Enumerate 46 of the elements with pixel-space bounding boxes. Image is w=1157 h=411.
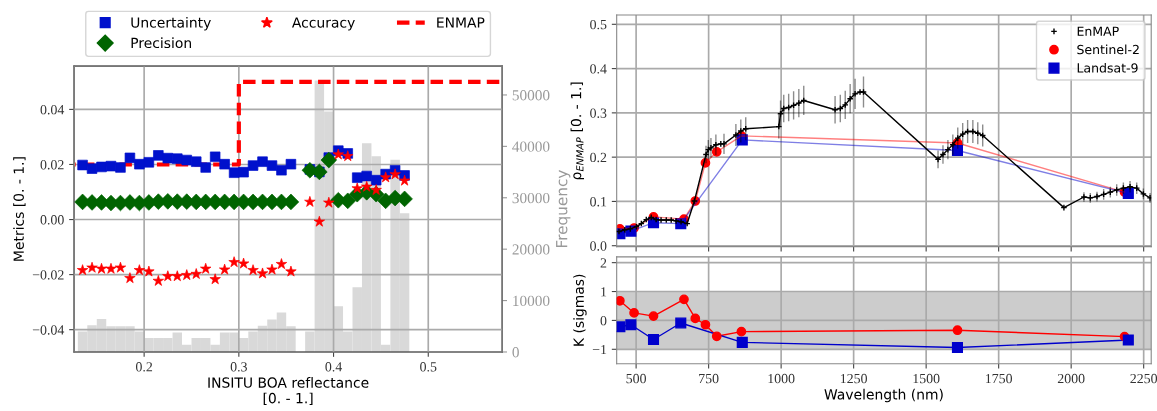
x-tick-label: 2000 bbox=[1057, 373, 1085, 384]
x-tick-label: 2250 bbox=[1130, 373, 1157, 384]
legend-label: ENMAP bbox=[437, 17, 485, 28]
y-tick-label: −0.04 bbox=[32, 325, 65, 335]
y-tick-label: 0.00 bbox=[40, 215, 64, 225]
x-tick-label: 1250 bbox=[840, 373, 867, 384]
y2-tick-label: 30000 bbox=[512, 192, 550, 204]
y-axis-title: K (sigmas) bbox=[573, 274, 587, 346]
x-tick-label: 1000 bbox=[768, 373, 795, 384]
y-tick-label: 0.04 bbox=[40, 104, 65, 115]
y-tick-label: 1 bbox=[601, 287, 607, 297]
y-tick-label: −1 bbox=[592, 344, 607, 355]
x-tick-label: 0.3 bbox=[230, 362, 247, 372]
y-tick-label: 0.02 bbox=[40, 160, 64, 170]
y-tick-label: −0.02 bbox=[32, 270, 64, 280]
legend-label: Precision bbox=[131, 37, 191, 49]
y-tick-label: 0.4 bbox=[590, 64, 607, 74]
x-tick-label: 750 bbox=[699, 373, 719, 384]
legend-label: Uncertainty bbox=[131, 16, 211, 31]
x-axis-title: INSITU BOA reflectance [0. - 1.] bbox=[208, 377, 369, 406]
legend-label: EnMAP bbox=[1077, 26, 1119, 36]
x-tick-label: 1500 bbox=[913, 373, 940, 384]
y-tick-label: 0.1 bbox=[590, 197, 607, 207]
y2-tick-label: 50000 bbox=[512, 90, 550, 101]
y-axis-title: ρ$_{ENMAP}$ [0. - 1.] bbox=[570, 82, 585, 180]
x-tick-label: 0.4 bbox=[325, 362, 343, 372]
y-tick-label: 0.3 bbox=[590, 108, 607, 118]
x-tick-label: 1750 bbox=[985, 373, 1013, 384]
legend-label: Accuracy bbox=[292, 17, 355, 31]
x-tick-label: 500 bbox=[626, 373, 646, 384]
y-axis-title: Metrics [0. - 1.] bbox=[13, 157, 26, 261]
y2-tick-label: 40000 bbox=[512, 141, 550, 152]
x-tick-label: 0.5 bbox=[420, 362, 437, 372]
legend-label: Landsat-9 bbox=[1077, 62, 1138, 73]
y2-tick-label: 20000 bbox=[512, 244, 550, 255]
y-tick-label: 0.0 bbox=[590, 241, 607, 251]
y-tick-label: 0.5 bbox=[590, 19, 607, 30]
y-tick-label: 2 bbox=[600, 258, 607, 268]
legend-label: Sentinel-2 bbox=[1077, 44, 1139, 55]
y-tick-label: 0.2 bbox=[590, 152, 607, 163]
y2-axis-title: Frequency bbox=[556, 170, 571, 248]
y2-tick-label: 10000 bbox=[513, 295, 550, 307]
y2-tick-label: 0 bbox=[512, 347, 519, 358]
y-tick-label: 0 bbox=[600, 316, 607, 326]
x-axis-title: Wavelength (nm) bbox=[824, 388, 943, 403]
x-tick-label: 0.2 bbox=[135, 362, 153, 372]
